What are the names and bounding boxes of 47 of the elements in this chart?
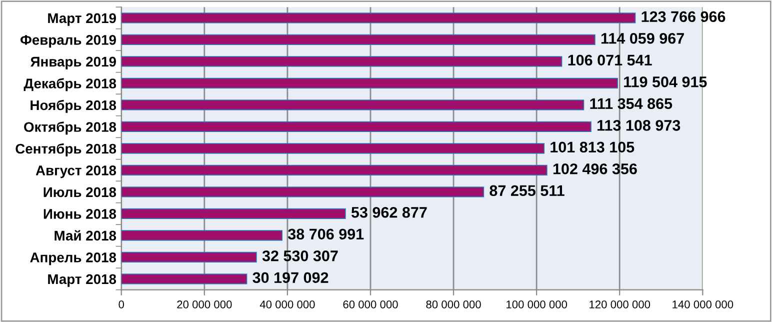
data-label: 102 496 356	[553, 163, 637, 174]
x-tick-label: 0	[118, 300, 124, 308]
data-label: 30 197 092	[252, 272, 328, 284]
data-label: 106 071 541	[568, 54, 652, 66]
y-tick-label: Март 2019	[48, 13, 116, 26]
x-tick-label: 20 000 000	[177, 300, 232, 308]
x-tick-label: 60 000 000	[343, 300, 398, 308]
bar	[121, 274, 248, 284]
x-tick-label: 120 000 000	[590, 300, 650, 308]
y-tick-label: Май 2018	[54, 230, 116, 241]
data-label: 87 255 511	[490, 185, 564, 196]
data-label: 38 706 991	[288, 228, 364, 240]
data-label: 32 530 307	[262, 250, 338, 262]
data-label: 53 962 877	[351, 206, 427, 218]
data-label: 111 354 865	[590, 98, 672, 110]
y-tick-label: Август 2018	[36, 166, 116, 178]
y-tick-label: Июнь 2018	[44, 209, 116, 219]
y-tick-label: Декабрь 2018	[24, 78, 116, 92]
data-label: 113 108 973	[598, 120, 680, 131]
y-tick-label: Октябрь 2018	[24, 122, 116, 135]
y-tick-label: Ноябрь 2018	[30, 100, 116, 113]
y-tick-label: Март 2018	[48, 274, 116, 287]
x-tick-label: 100 000 000	[506, 300, 568, 308]
bar	[121, 186, 484, 198]
bar	[121, 230, 282, 241]
bar	[121, 56, 562, 67]
x-tick-label: 40 000 000	[260, 300, 315, 308]
bar	[121, 164, 548, 176]
x-tick-label: 80 000 000	[426, 300, 481, 308]
data-label: 114 059 967	[601, 32, 684, 44]
bar	[121, 143, 545, 154]
y-tick-label: Февраль 2019	[20, 35, 116, 48]
data-label: 119 504 915	[624, 76, 707, 88]
y-tick-label: Июль 2018	[44, 187, 116, 198]
bar	[121, 121, 592, 132]
data-label: 123 766 966	[642, 11, 726, 22]
x-tick-label: 140 000 000	[672, 300, 734, 308]
bar	[121, 100, 584, 110]
bar	[121, 252, 257, 262]
bar	[121, 12, 636, 24]
bar	[121, 34, 596, 46]
y-tick-label: Январь 2019	[30, 56, 116, 70]
data-label: 101 813 105	[550, 142, 634, 153]
bar	[121, 208, 346, 219]
y-tick-label: Апрель 2018	[30, 252, 116, 266]
bar	[121, 78, 618, 89]
y-tick-label: Сентябрь 2018	[16, 143, 116, 156]
